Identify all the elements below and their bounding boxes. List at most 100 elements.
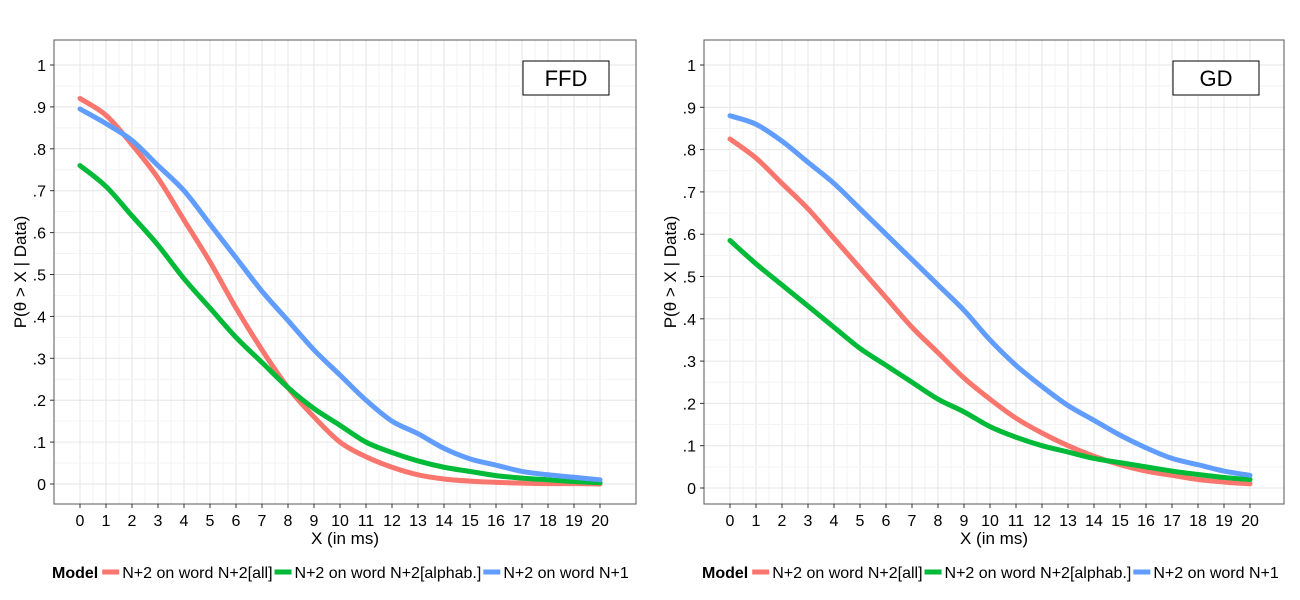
x-tick-label: 6 xyxy=(882,513,891,530)
plot-area xyxy=(704,40,1284,504)
x-tick-label: 2 xyxy=(128,513,137,530)
x-tick-label: 15 xyxy=(1111,513,1129,530)
x-tick-label: 4 xyxy=(830,513,839,530)
x-tick-label: 14 xyxy=(435,513,453,530)
x-tick-label: 11 xyxy=(1008,513,1025,530)
x-tick-label: 0 xyxy=(726,513,735,530)
x-tick-label: 13 xyxy=(409,513,427,530)
x-tick-label: 7 xyxy=(258,513,267,530)
y-axis: 0 .1 .2 .3 .4 .5 .6 .7 .8 .9 1 xyxy=(33,58,54,494)
series-lines xyxy=(727,113,1253,487)
series-line-1 xyxy=(727,238,1253,483)
y-axis-title: P(θ > X | Data) xyxy=(661,216,680,329)
x-tick-label: 17 xyxy=(513,513,531,530)
legend-label-0: N+2 on word N+2[all] xyxy=(122,565,272,582)
x-tick-label: 0 xyxy=(76,513,85,530)
legend-label-0: N+2 on word N+2[all] xyxy=(772,565,922,582)
y-tick-label: .4 xyxy=(33,309,46,326)
x-axis: 0 1 2 3 4 5 6 7 8 9 10 11 12 13 14 15 16 17 18 19 20 xyxy=(76,504,609,530)
legend-label-1: N+2 on word N+2[alphab.] xyxy=(295,565,482,582)
y-tick-label: 1 xyxy=(37,58,46,75)
series-line-1 xyxy=(77,163,603,486)
x-tick-label: 16 xyxy=(1137,513,1155,530)
plot-border xyxy=(53,39,637,505)
series-line-2 xyxy=(77,106,603,483)
legend-title: Model xyxy=(702,565,748,582)
series-line-2 xyxy=(727,113,1253,478)
x-tick-label: 19 xyxy=(1215,513,1233,530)
x-tick-label: 15 xyxy=(461,513,479,530)
y-tick-label: .6 xyxy=(683,227,696,244)
x-tick-label: 10 xyxy=(331,513,349,530)
panel-label-box xyxy=(522,60,610,96)
legend-label-2: N+2 on word N+1 xyxy=(503,565,629,582)
x-tick-label: 10 xyxy=(981,513,999,530)
x-tick-label: 12 xyxy=(383,513,401,530)
legend: Model N+2 on word N+2[all] N+2 on word N+2… xyxy=(52,565,629,582)
x-tick-label: 8 xyxy=(284,513,293,530)
panel-ffd: 0 1 2 3 4 5 6 7 8 9 10 11 12 13 14 15 16 17 18 19 200.1.2.3.… xyxy=(11,39,637,582)
plot-area xyxy=(54,40,636,504)
x-tick-label: 11 xyxy=(358,513,375,530)
x-tick-label: 18 xyxy=(539,513,557,530)
x-tick-label: 20 xyxy=(591,513,609,530)
panel-label: GD xyxy=(1200,66,1233,91)
x-tick-label: 1 xyxy=(102,513,111,530)
y-tick-label: 1 xyxy=(687,58,696,75)
plot-border xyxy=(703,39,1285,505)
y-tick-label: .3 xyxy=(683,354,696,371)
y-tick-label: .1 xyxy=(683,439,696,456)
x-tick-label: 2 xyxy=(778,513,787,530)
x-tick-label: 8 xyxy=(934,513,943,530)
gridlines xyxy=(704,40,1284,504)
x-tick-label: 13 xyxy=(1059,513,1077,530)
x-tick-label: 6 xyxy=(232,513,241,530)
legend-label-1: N+2 on word N+2[alphab.] xyxy=(945,565,1132,582)
y-tick-label: .9 xyxy=(683,100,696,117)
panel-label-box xyxy=(1172,60,1260,96)
legend-label-2: N+2 on word N+1 xyxy=(1153,565,1279,582)
y-tick-label: .1 xyxy=(33,435,46,452)
y-tick-label: .3 xyxy=(33,351,46,368)
x-tick-label: 14 xyxy=(1085,513,1103,530)
x-tick-label: 3 xyxy=(154,513,163,530)
series-line-0 xyxy=(77,96,603,487)
x-tick-label: 17 xyxy=(1163,513,1181,530)
x-tick-label: 5 xyxy=(206,513,215,530)
x-axis: 0 1 2 3 4 5 6 7 8 9 10 11 12 13 14 15 16 17 18 19 20 xyxy=(726,504,1259,530)
x-tick-label: 12 xyxy=(1033,513,1051,530)
x-tick-label: 1 xyxy=(752,513,761,530)
x-tick-label: 19 xyxy=(565,513,583,530)
x-tick-label: 3 xyxy=(804,513,813,530)
legend-title: Model xyxy=(52,565,98,582)
y-tick-label: .2 xyxy=(33,393,46,410)
y-tick-label: .8 xyxy=(33,142,46,159)
y-tick-label: .5 xyxy=(683,270,696,287)
y-axis-title: P(θ > X | Data) xyxy=(11,216,30,329)
y-tick-label: 0 xyxy=(687,481,696,498)
series-lines xyxy=(77,96,603,487)
y-tick-label: .7 xyxy=(683,185,696,202)
x-tick-label: 9 xyxy=(310,513,319,530)
x-axis-title: X (in ms) xyxy=(960,529,1028,548)
x-tick-label: 5 xyxy=(856,513,865,530)
y-tick-label: .6 xyxy=(33,226,46,243)
series-line-0 xyxy=(727,136,1253,487)
panel-gd: 0 1 2 3 4 5 6 7 8 9 10 11 12 13 14 15 16 17 18 19 200.1.2.3.… xyxy=(661,39,1285,582)
panel-label: FFD xyxy=(545,66,588,91)
y-tick-label: .8 xyxy=(683,143,696,160)
y-tick-label: .4 xyxy=(683,312,696,329)
y-tick-label: .2 xyxy=(683,396,696,413)
y-tick-label: .9 xyxy=(33,100,46,117)
x-tick-label: 9 xyxy=(960,513,969,530)
y-tick-label: .5 xyxy=(33,268,46,285)
y-tick-label: .7 xyxy=(33,184,46,201)
x-axis-title: X (in ms) xyxy=(311,529,379,548)
x-tick-label: 16 xyxy=(487,513,505,530)
x-tick-label: 7 xyxy=(908,513,917,530)
x-tick-label: 20 xyxy=(1241,513,1259,530)
gridlines xyxy=(54,40,636,504)
legend: Model N+2 on word N+2[all] N+2 on word N+2… xyxy=(702,565,1279,582)
y-tick-label: 0 xyxy=(37,477,46,494)
